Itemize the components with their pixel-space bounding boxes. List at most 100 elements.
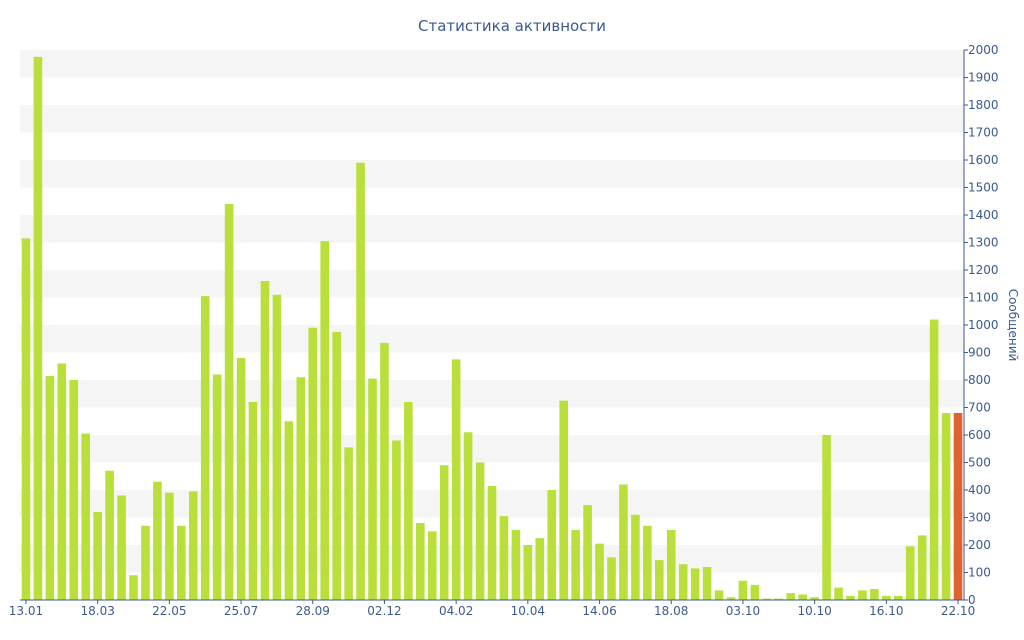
bar [523,545,533,600]
y-tick-label: 800 [968,373,991,387]
x-axis: 13.01 18.03 22.05 25.07 28.09 02.12 04.02 10.04… [9,599,975,618]
bar [463,432,473,600]
bar [953,413,963,600]
bar [487,485,497,601]
x-tick-label: 25.07 [224,604,258,618]
x-tick-label: 13.01 [9,604,43,618]
bar [714,590,724,601]
bar [308,327,318,600]
y-tick-label: 1000 [968,318,999,332]
bar [33,56,43,601]
y-tick-label: 500 [968,456,991,470]
y-tick-label: 700 [968,401,991,415]
bar [45,375,55,601]
bar [822,435,831,600]
y-axis-label: Сообщений [1006,289,1020,362]
y-tick-label: 1700 [968,126,999,140]
bar [224,204,234,600]
x-tick-label: 18.03 [80,604,114,618]
bar [870,589,879,600]
bar [738,580,748,600]
y-tick-label: 1200 [968,263,999,277]
bar [499,516,509,601]
bar [81,433,91,601]
chart-title: Статистика активности [418,17,606,35]
bar [475,462,485,600]
x-tick-label: 10.10 [797,604,831,618]
grid-bands [20,50,964,573]
y-tick-label: 0 [968,593,976,607]
bar [571,529,580,601]
y-axis: 0 100 200 300 400 500 600 700 800 900 1000 1100 1200… [963,43,999,607]
bar [272,294,282,600]
x-tick-label: 02.12 [367,604,401,618]
bar [188,491,198,601]
bar [200,296,210,601]
bar [284,421,294,600]
x-tick-label: 14.06 [582,604,616,618]
bar [643,525,652,600]
bar [893,595,903,601]
bar [368,378,377,601]
y-tick-label: 900 [968,346,991,360]
bar [774,598,784,601]
bar [535,538,545,601]
bar [846,595,855,601]
bar [332,331,341,601]
bar [583,505,592,601]
bar [678,564,688,600]
bar [69,380,79,600]
x-tick-label: 22.10 [941,604,975,618]
bar [929,319,939,600]
bar [105,470,114,600]
y-tick-label: 300 [968,511,991,525]
y-tick-label: 1100 [968,291,999,305]
bar [607,557,616,601]
bar [392,440,401,600]
bar [320,241,330,601]
grid-band [20,215,964,243]
grid-band [20,325,964,353]
bar [810,597,819,600]
bar [511,529,521,601]
bar [547,490,557,600]
y-tick-label: 1300 [968,236,999,250]
bar [427,531,437,600]
bar [296,377,306,600]
y-tick-label: 200 [968,538,991,552]
bar [690,568,700,601]
grid-band [20,380,964,408]
y-tick-label: 400 [968,483,991,497]
bar [619,484,628,600]
bar [451,359,461,601]
grid-band [20,105,964,133]
bar [798,594,807,600]
bar [726,597,736,600]
bar [57,363,67,600]
bar [260,281,270,600]
bar [141,525,150,600]
bar [439,465,449,600]
y-tick-label: 1600 [968,153,999,167]
bar [177,525,186,600]
y-tick-label: 1400 [968,208,999,222]
bar [654,560,664,601]
bar [212,374,222,600]
bar [882,595,891,601]
x-tick-label: 28.09 [296,604,330,618]
bar [356,162,365,600]
bars [21,56,963,601]
bar [666,529,676,601]
bar [941,413,951,600]
y-tick-label: 2000 [968,43,999,57]
grid-band [20,270,964,298]
bar [248,402,258,600]
y-tick-label: 1900 [968,71,999,85]
bar [631,514,640,600]
y-tick-label: 600 [968,428,991,442]
bar [917,535,927,601]
bar [404,402,413,600]
bar [559,400,568,601]
bar [416,523,425,600]
